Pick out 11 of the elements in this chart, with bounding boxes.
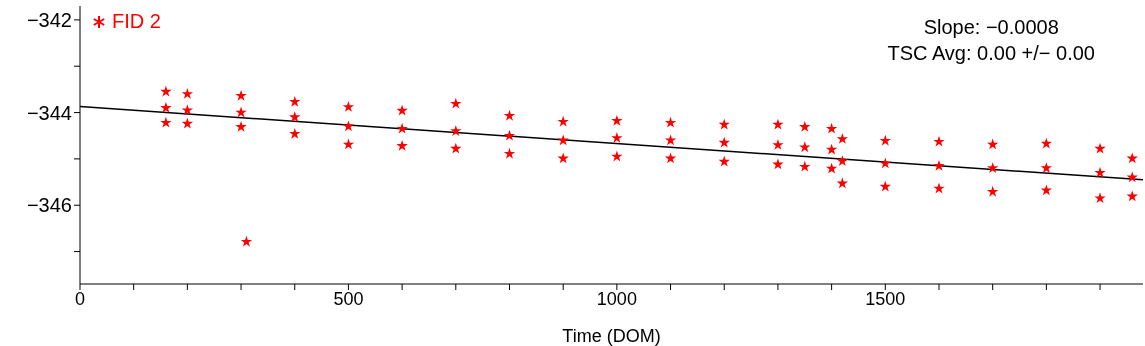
annotation: Slope: −0.0008 [922,15,1060,40]
x-axis-title: Time (DOM) [562,326,661,346]
x-tick-label: 500 [333,288,364,309]
y-tick-label: −344 [26,101,72,124]
x-tick-label: 0 [74,288,86,309]
annotation: TSC Avg: 0.00 +/− 0.00 [887,41,1095,66]
y-tick-label: −346 [26,194,72,217]
x-tick-label: 1500 [865,288,906,309]
legend-label: FID 2 [112,10,161,33]
y-tick-label: −342 [26,9,72,31]
x-tick-label: 1000 [596,288,637,309]
